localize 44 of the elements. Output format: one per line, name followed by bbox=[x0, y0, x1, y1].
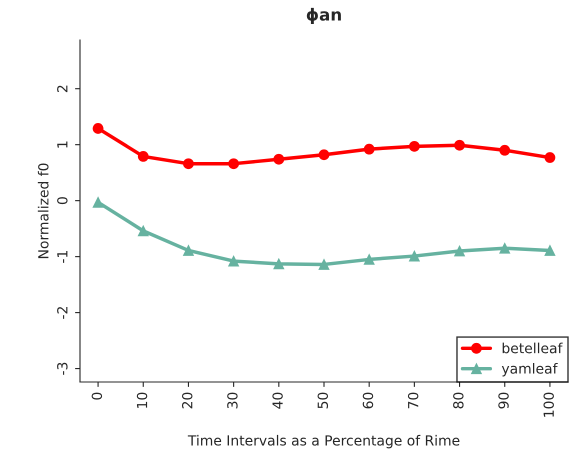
point bbox=[408, 140, 420, 152]
point bbox=[92, 196, 104, 208]
point bbox=[499, 144, 510, 156]
point bbox=[454, 140, 465, 151]
x-tick-label: 100 bbox=[543, 392, 554, 417]
point bbox=[273, 154, 284, 165]
point bbox=[499, 242, 510, 254]
y-axis-title: Normalized f0 bbox=[38, 163, 49, 258]
legend-label: betelleaf bbox=[502, 342, 563, 354]
point bbox=[544, 152, 556, 163]
x-tick-label: 60 bbox=[362, 392, 374, 408]
x-axis-title: Time Intervals as a Percentage of Rime bbox=[188, 434, 460, 448]
point bbox=[273, 258, 284, 270]
x-tick-label: 50 bbox=[318, 392, 328, 408]
x-tick-label: 30 bbox=[227, 392, 238, 408]
legend-label: yamleaf bbox=[502, 363, 558, 376]
y-tick-label: -1 bbox=[57, 250, 68, 263]
y-tick-label: -2 bbox=[57, 307, 68, 319]
point bbox=[183, 158, 194, 170]
x-tick-label: 70 bbox=[408, 392, 418, 408]
point bbox=[408, 250, 420, 262]
x-tick-label: 20 bbox=[182, 392, 192, 408]
x-tick-label: 10 bbox=[136, 392, 148, 408]
point bbox=[454, 246, 465, 256]
y-tick-label: -3 bbox=[57, 362, 68, 375]
point bbox=[183, 245, 194, 256]
x-tick-label: 90 bbox=[498, 392, 509, 409]
point bbox=[228, 158, 240, 170]
x-tick-label: 80 bbox=[453, 392, 464, 408]
point bbox=[318, 259, 330, 270]
point bbox=[92, 123, 104, 134]
point bbox=[228, 256, 240, 266]
y-tick-label: 1 bbox=[57, 142, 68, 148]
point bbox=[138, 225, 149, 236]
x-tick-label: 40 bbox=[272, 392, 283, 409]
chart-title: ɸan bbox=[306, 8, 341, 24]
point bbox=[544, 245, 556, 256]
x-tick-label: 0 bbox=[92, 392, 102, 400]
point bbox=[138, 151, 149, 162]
y-tick-label: 0 bbox=[57, 197, 68, 204]
point bbox=[318, 149, 330, 160]
point bbox=[364, 254, 375, 265]
y-tick-label: 2 bbox=[57, 86, 68, 92]
point bbox=[364, 144, 375, 155]
